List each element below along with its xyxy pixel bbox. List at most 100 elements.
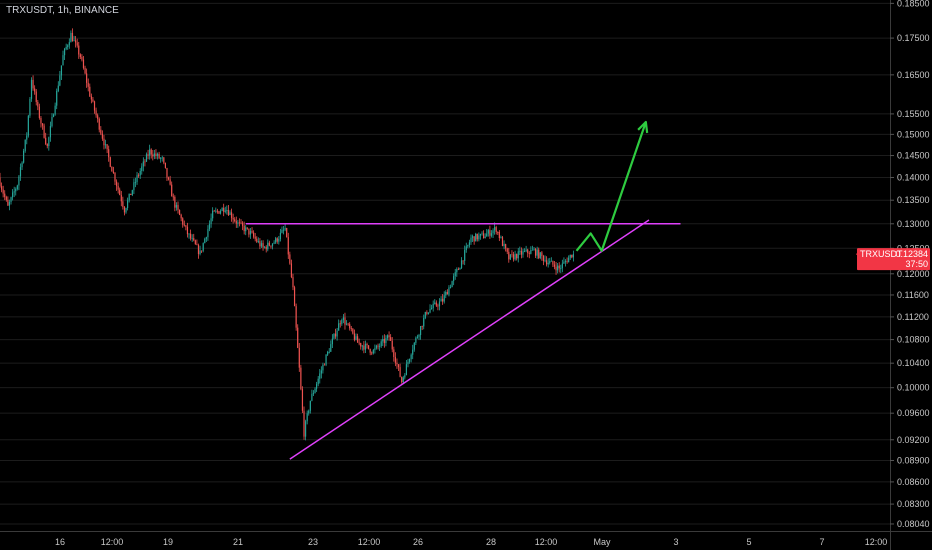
candle-body (388, 335, 390, 338)
candle-body (63, 48, 66, 56)
candle-body (413, 342, 415, 350)
candle (54, 102, 56, 116)
candle (249, 228, 252, 239)
candle (180, 213, 182, 222)
candle (479, 233, 482, 240)
candle-body (60, 65, 63, 76)
candle-body (333, 333, 335, 339)
candle-body (71, 32, 74, 42)
candle (490, 230, 493, 238)
candle-body (229, 212, 231, 216)
candle (312, 390, 315, 397)
candle (390, 334, 392, 341)
candle-body (166, 167, 168, 178)
candle-body (553, 264, 556, 267)
candle-body (43, 125, 45, 138)
candle (41, 122, 44, 130)
y-tick-label: 0.11600 (897, 290, 929, 300)
candle-body (249, 231, 252, 235)
candle (253, 230, 255, 239)
candle-body (73, 40, 75, 42)
candle (511, 250, 513, 258)
candle (445, 290, 447, 299)
candle-body (175, 205, 178, 208)
candle-body (126, 200, 129, 208)
candle-body (312, 393, 315, 394)
candle-body (273, 242, 275, 244)
candle (459, 267, 461, 270)
candle (122, 196, 124, 210)
candle (550, 257, 552, 262)
candle-body (520, 250, 522, 255)
candle-body (479, 233, 482, 236)
candle-body (111, 166, 113, 172)
candle (119, 187, 121, 196)
candle (142, 157, 144, 172)
candle-body (70, 32, 72, 43)
candle (164, 162, 166, 169)
candle-body (100, 129, 102, 134)
candle (460, 257, 463, 269)
candle (366, 342, 368, 349)
candle-body (456, 269, 458, 273)
candle (443, 291, 445, 304)
candle-body (331, 338, 333, 345)
candle-body (309, 400, 311, 411)
candle-body (81, 56, 83, 60)
candle-body (571, 254, 573, 258)
candle-body (131, 190, 133, 195)
candle (558, 262, 560, 273)
candle (149, 144, 151, 160)
candle (76, 38, 78, 48)
grid (0, 2, 890, 525)
candle-body (37, 101, 39, 107)
candle-body (421, 326, 423, 327)
candle (183, 220, 185, 227)
candle-body (171, 184, 173, 197)
candle (476, 233, 478, 242)
candle-body (186, 226, 189, 235)
candle-body (468, 242, 471, 246)
candle (561, 259, 563, 273)
candle (571, 254, 573, 259)
candle-body (508, 251, 510, 260)
candle (347, 322, 349, 326)
candle-body (363, 345, 365, 350)
candle-body (119, 189, 121, 195)
candle (338, 319, 340, 331)
candle (73, 35, 75, 42)
candle (328, 348, 330, 354)
candle-body (141, 166, 143, 171)
candle (528, 251, 530, 259)
x-tick-label: 12:00 (535, 537, 558, 547)
candle-body (569, 254, 571, 258)
candle-body (459, 267, 461, 270)
candle-body (51, 116, 53, 127)
candle (133, 178, 135, 194)
candle (125, 207, 127, 214)
candle-body (230, 212, 233, 218)
candle (424, 311, 426, 320)
candle-body (90, 96, 92, 100)
candle (104, 139, 107, 149)
x-tick-label: 26 (413, 537, 423, 547)
candle-body (65, 47, 67, 49)
candle (67, 44, 69, 50)
candle (97, 113, 99, 123)
candle-body (399, 367, 401, 377)
candle-body (133, 182, 135, 191)
candle-body (476, 233, 478, 240)
candle-body (89, 86, 91, 97)
candle-body (424, 312, 426, 318)
candle-body (426, 312, 428, 314)
candle-body (0, 177, 1, 187)
candle-body (550, 260, 552, 262)
candle (453, 273, 455, 286)
candle-body (10, 197, 12, 202)
candle-body (268, 242, 270, 246)
candle (391, 337, 393, 353)
candle-body (434, 302, 436, 304)
candle (193, 233, 195, 242)
candle-body (541, 252, 543, 257)
